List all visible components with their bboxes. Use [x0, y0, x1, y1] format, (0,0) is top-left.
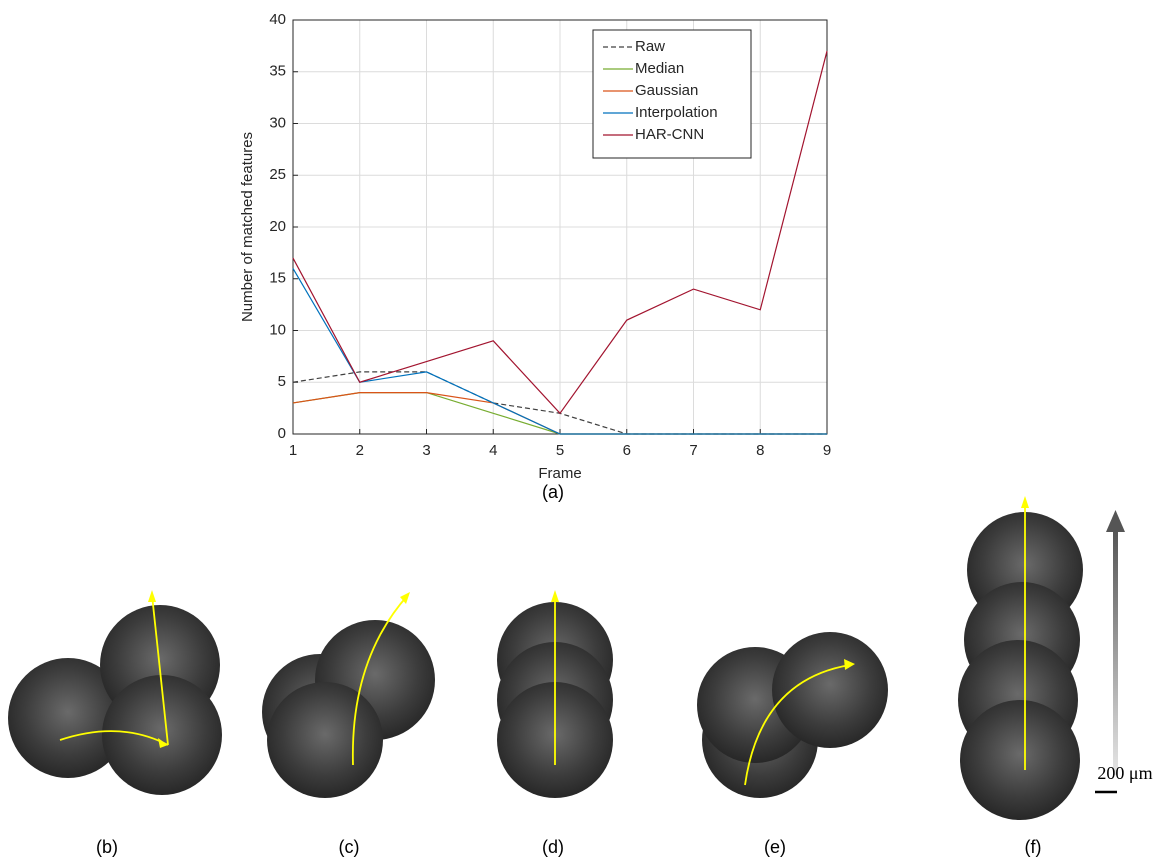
y-tick-label: 10	[269, 321, 286, 338]
y-tick-label: 20	[269, 218, 286, 235]
legend-label: HAR-CNN	[635, 126, 704, 143]
x-tick-label: 5	[556, 442, 564, 459]
y-tick-label: 35	[269, 63, 286, 80]
x-tick-label: 6	[623, 442, 631, 459]
figure: 0 5 10 15 20 25 30 35 40 1 2 3 4 5 6 7 8 9 Frame Number of …	[0, 0, 1164, 866]
scale-bar-label: 200 μm	[1097, 763, 1152, 783]
line-chart: 0 5 10 15 20 25 30 35 40 1 2 3 4 5 6 7 8 9 Frame Number of …	[239, 11, 831, 482]
legend-label: Interpolation	[635, 104, 718, 121]
y-tick-label: 25	[269, 166, 286, 183]
x-tick-label: 4	[489, 442, 497, 459]
panel-label: (d)	[542, 837, 564, 857]
panel-label: (f)	[1025, 837, 1042, 857]
y-tick-label: 0	[278, 425, 286, 442]
x-tick-label: 8	[756, 442, 764, 459]
legend-label: Median	[635, 60, 684, 77]
x-tick-label: 7	[689, 442, 697, 459]
x-tick-label: 9	[823, 442, 831, 459]
panel-label: (c)	[339, 837, 360, 857]
y-axis-label: Number of matched features	[239, 132, 256, 322]
microscopy-images	[8, 496, 1125, 820]
panel-label: (b)	[96, 837, 118, 857]
x-tick-label: 1	[289, 442, 297, 459]
panel-label: (e)	[764, 837, 786, 857]
legend-label: Raw	[635, 38, 665, 55]
y-tick-label: 40	[269, 11, 286, 28]
caption: (a)	[542, 482, 564, 502]
legend-label: Gaussian	[635, 82, 698, 99]
x-tick-label: 3	[422, 442, 430, 459]
y-tick-label: 15	[269, 270, 286, 287]
y-tick-label: 30	[269, 114, 286, 131]
x-tick-label: 2	[356, 442, 364, 459]
x-axis-label: Frame	[538, 465, 581, 482]
y-tick-label: 5	[278, 373, 286, 390]
